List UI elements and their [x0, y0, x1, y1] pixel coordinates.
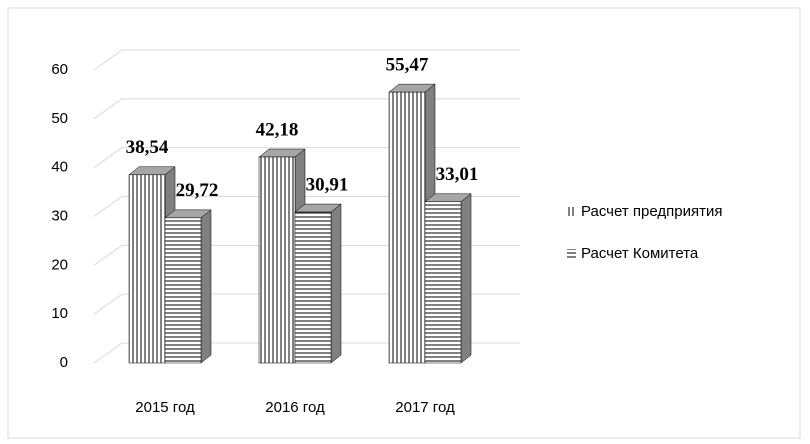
bar [164, 217, 202, 364]
y-tick-label: 50 [51, 110, 68, 127]
x-tick-label: 2016 год [265, 399, 325, 416]
grid-line [93, 196, 520, 217]
bar [258, 156, 296, 364]
data-label: 30,91 [306, 174, 349, 195]
y-tick-label: 60 [51, 61, 68, 78]
bar-side [200, 209, 212, 364]
y-tick-label: 40 [51, 159, 68, 176]
bar-side [460, 193, 472, 364]
y-tick-label: 30 [51, 207, 68, 224]
legend-swatch [567, 249, 576, 258]
y-tick-label: 20 [51, 256, 68, 273]
data-label: 33,01 [436, 164, 479, 185]
bar [424, 201, 462, 364]
x-tick-label: 2015 год [135, 399, 195, 416]
grid-line [93, 244, 520, 266]
grid-line [93, 147, 520, 169]
data-label: 29,72 [176, 180, 219, 201]
bar [294, 211, 332, 364]
legend-label: Расчет Комитета [581, 245, 699, 262]
bar [388, 91, 426, 364]
legend-label: Расчет предприятия [581, 203, 722, 220]
y-tick-label: 10 [51, 305, 68, 322]
grid-line [93, 49, 520, 71]
legend-swatch [567, 207, 576, 216]
grid-line [93, 293, 520, 315]
bar-side [330, 203, 342, 364]
data-label: 38,54 [126, 137, 169, 158]
data-label: 55,47 [386, 54, 429, 75]
bar [128, 174, 166, 364]
x-tick-label: 2017 год [395, 399, 455, 416]
data-label: 42,18 [256, 119, 299, 140]
grid-line [93, 98, 520, 120]
grid-line [93, 342, 520, 364]
y-tick-label: 0 [60, 354, 68, 371]
